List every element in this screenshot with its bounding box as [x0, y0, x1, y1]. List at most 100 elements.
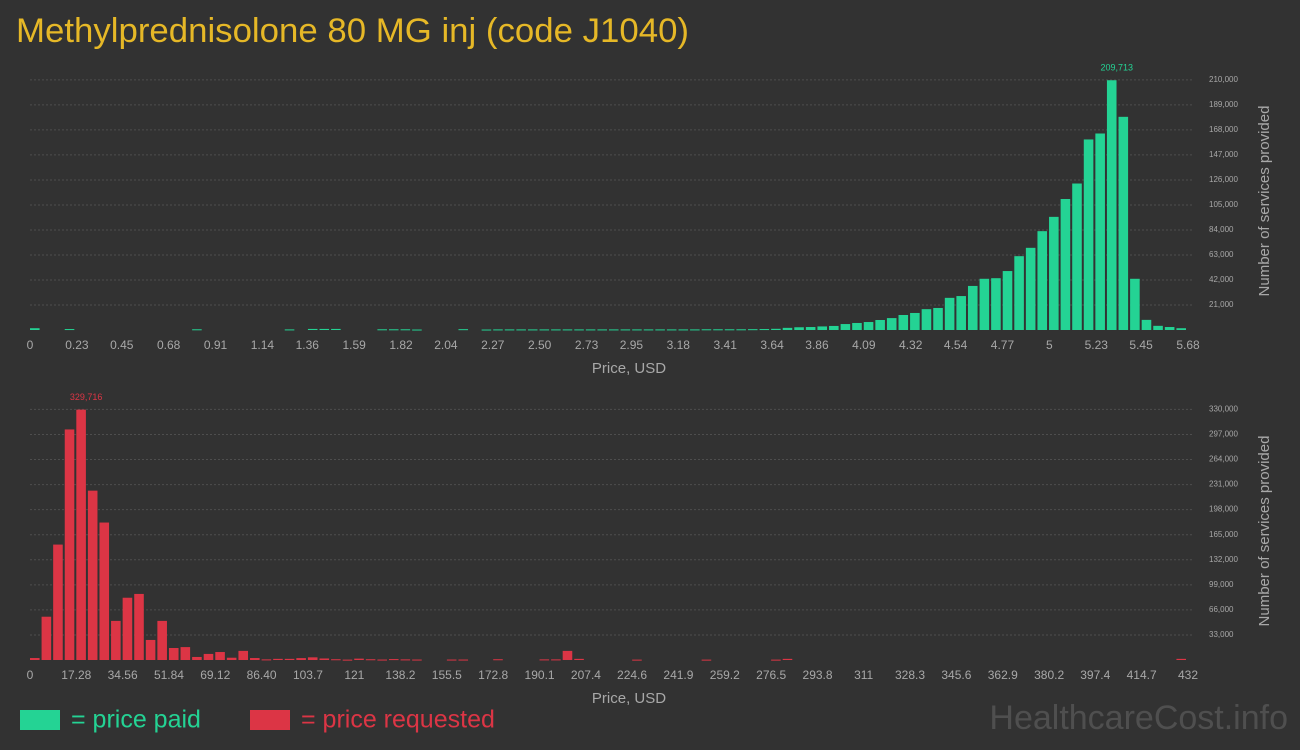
- bar: [481, 329, 492, 331]
- bar: [632, 329, 642, 331]
- x-tick-label: 1.14: [251, 338, 275, 352]
- bar: [493, 659, 503, 661]
- bar: [203, 653, 214, 660]
- bar: [53, 544, 63, 660]
- bar: [1083, 139, 1094, 330]
- bar: [354, 658, 364, 660]
- x-tick-label: 121: [344, 668, 364, 682]
- bar: [840, 324, 851, 330]
- bar: [771, 659, 781, 661]
- bar: [284, 329, 295, 331]
- x-tick-label: 69.12: [200, 668, 230, 682]
- bar: [331, 328, 341, 330]
- bar: [1118, 116, 1129, 330]
- bar: [134, 593, 144, 660]
- bar: [226, 657, 237, 660]
- x-tick-label: 397.4: [1080, 668, 1110, 682]
- legend-label: = price paid: [71, 706, 201, 734]
- x-tick-label: 207.4: [571, 668, 601, 682]
- bar: [64, 429, 75, 660]
- y-tick-label: 99,000: [1209, 580, 1234, 589]
- bar: [817, 326, 828, 330]
- bar: [782, 658, 793, 660]
- bar: [1014, 256, 1024, 330]
- bar: [898, 314, 909, 330]
- y-tick-label: 147,000: [1209, 150, 1238, 159]
- bar: [412, 329, 422, 331]
- bar: [736, 329, 746, 331]
- x-tick-label: 5.23: [1085, 338, 1109, 352]
- bar: [273, 658, 283, 660]
- x-tick-label: 1.36: [296, 338, 320, 352]
- bar: [365, 659, 376, 661]
- bar: [655, 329, 665, 331]
- bar: [296, 658, 306, 660]
- bar: [307, 657, 318, 660]
- bar: [400, 329, 411, 331]
- x-tick-label: 1.59: [342, 338, 366, 352]
- x-tick-label: 432: [1178, 668, 1198, 682]
- y-tick-label: 297,000: [1209, 430, 1238, 439]
- bar: [388, 659, 399, 661]
- bar: [331, 659, 341, 661]
- bar: [701, 329, 712, 331]
- bar: [979, 278, 990, 330]
- bar: [1072, 183, 1082, 330]
- y-axis-label: Number of services provided: [1256, 106, 1273, 297]
- bar: [377, 659, 387, 661]
- bar: [597, 329, 607, 331]
- y-tick-label: 165,000: [1209, 530, 1238, 539]
- bar: [215, 652, 225, 660]
- bar: [829, 325, 839, 330]
- x-tick-label: 1.82: [389, 338, 413, 352]
- x-tick-label: 103.7: [293, 668, 323, 682]
- x-tick-label: 155.5: [432, 668, 462, 682]
- bar: [886, 318, 897, 330]
- bar: [493, 329, 503, 331]
- bar: [388, 329, 399, 331]
- bar: [1060, 199, 1071, 330]
- x-tick-label: 241.9: [663, 668, 693, 682]
- legend-swatch: [20, 710, 60, 730]
- x-tick-label: 172.8: [478, 668, 508, 682]
- x-tick-label: 86.40: [247, 668, 277, 682]
- bar: [643, 329, 654, 331]
- bar: [632, 659, 642, 661]
- bar: [30, 658, 40, 660]
- bar: [1106, 80, 1117, 330]
- bar: [863, 322, 874, 330]
- bar: [307, 328, 318, 330]
- bar: [76, 409, 86, 660]
- bar: [921, 309, 932, 330]
- bar: [145, 639, 156, 660]
- bar: [794, 327, 804, 330]
- bar: [192, 329, 202, 331]
- bar: [539, 659, 550, 661]
- bar: [690, 329, 700, 331]
- x-tick-label: 3.64: [760, 338, 784, 352]
- x-tick-label: 2.04: [434, 338, 458, 352]
- bar: [284, 658, 295, 660]
- y-tick-label: 63,000: [1209, 250, 1234, 259]
- y-tick-label: 210,000: [1209, 75, 1238, 84]
- watermark: HealthcareCost.info: [989, 699, 1288, 737]
- y-tick-label: 231,000: [1209, 480, 1238, 489]
- bar: [585, 329, 596, 331]
- bar: [852, 322, 862, 330]
- x-tick-label: 3.41: [714, 338, 738, 352]
- x-tick-label: 3.18: [667, 338, 691, 352]
- bar: [991, 278, 1001, 330]
- bar: [41, 616, 52, 660]
- bar: [1002, 271, 1013, 330]
- x-tick-label: 0: [27, 668, 34, 682]
- bar: [87, 490, 98, 660]
- value-label: 209,713: [1100, 63, 1133, 73]
- x-tick-label: 5: [1046, 338, 1053, 352]
- bar: [967, 285, 978, 330]
- bar: [412, 659, 422, 661]
- bar: [701, 659, 712, 661]
- bar: [157, 620, 167, 660]
- value-label: 329,716: [70, 392, 103, 402]
- bar: [342, 659, 353, 661]
- x-tick-label: 3.86: [805, 338, 829, 352]
